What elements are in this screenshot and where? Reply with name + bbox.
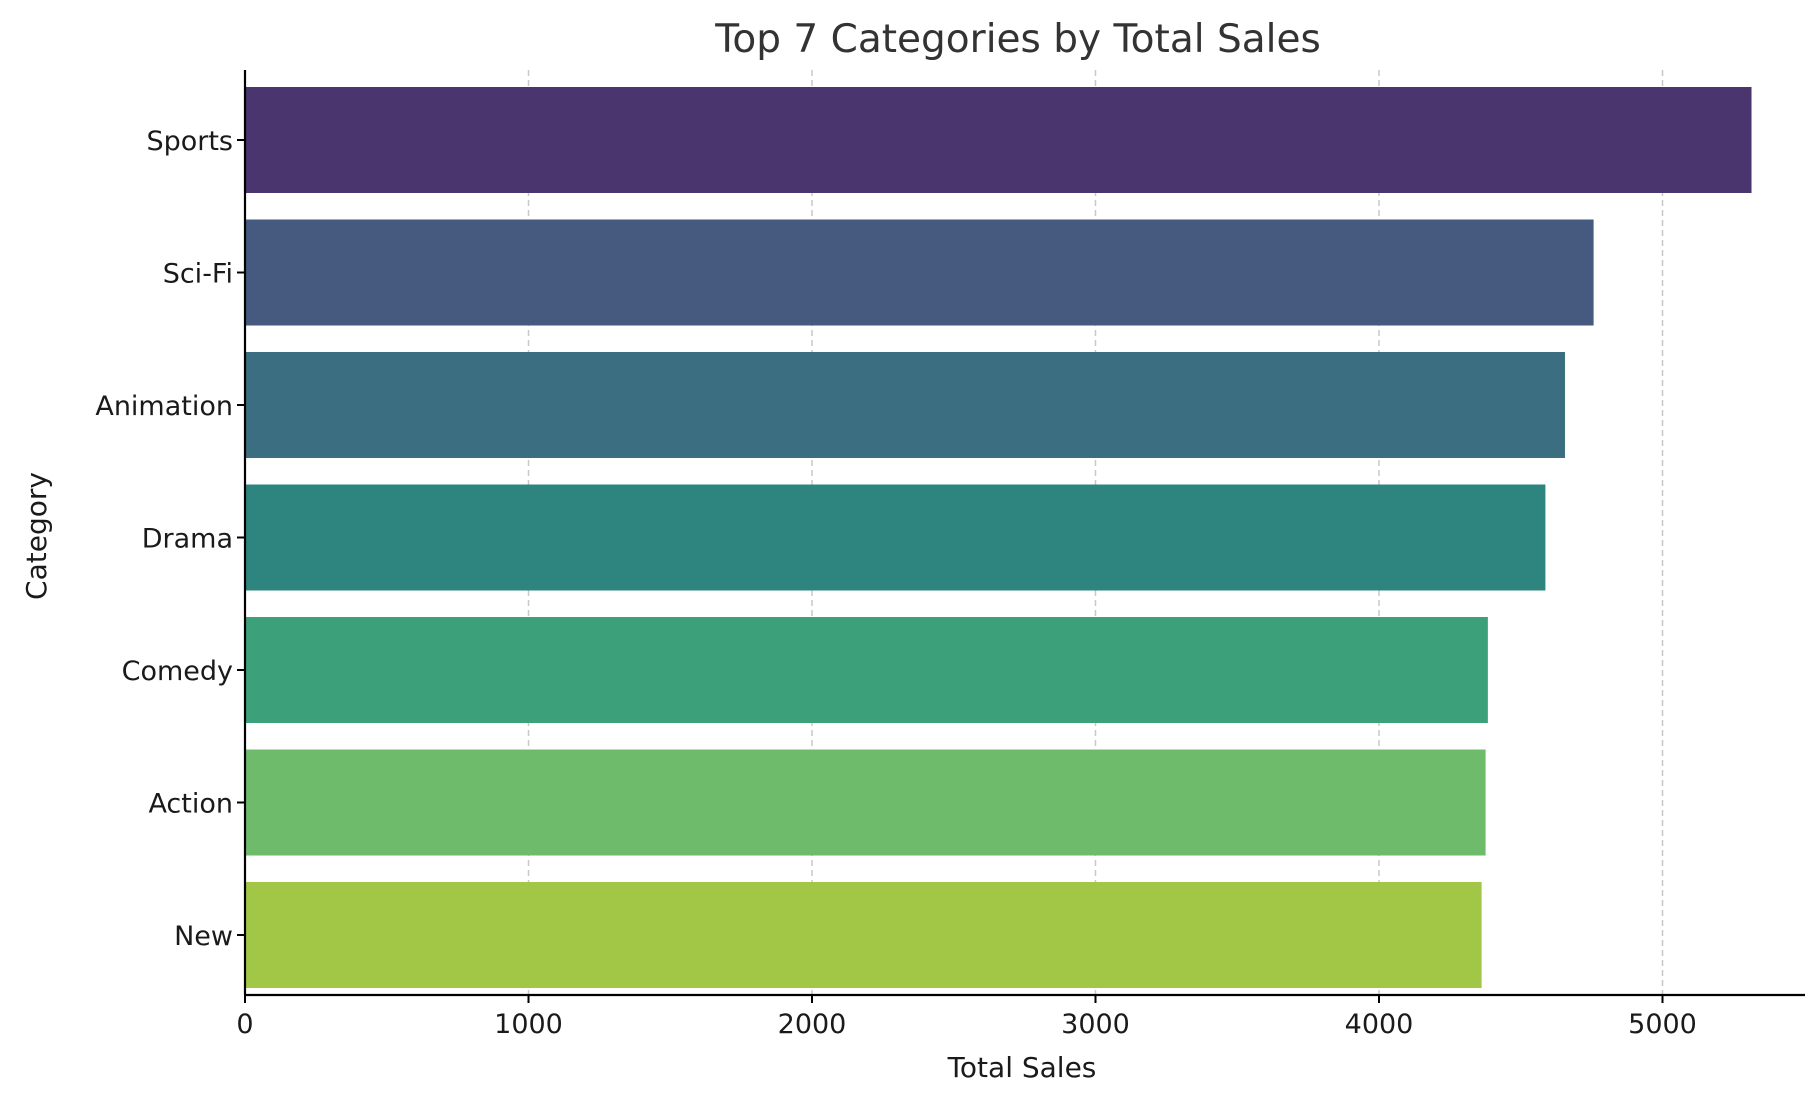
bars [245,87,1752,988]
bar-drama [245,484,1546,591]
bar-comedy [245,617,1488,723]
bar-sci-fi [245,219,1594,326]
y-axis-label: Category [20,472,53,600]
y-tick-label: Animation [95,391,233,422]
y-tick-label: Sports [146,126,233,157]
y-ticks: Sports Sci-Fi Animation Drama Comedy Action Ne… [95,126,245,952]
x-ticks: 0 1000 2000 3000 4000 5000 [236,995,1697,1040]
x-tick-label: 0 [236,1009,253,1040]
y-tick-label: Comedy [122,656,233,687]
bar-new [245,882,1482,988]
x-tick-label: 1000 [494,1009,563,1040]
bar-animation [245,352,1565,458]
x-tick-label: 2000 [778,1009,847,1040]
y-tick-label: Drama [142,524,233,555]
y-tick-label: Action [148,789,233,820]
y-tick-label: New [174,921,233,952]
bar-sports [245,87,1752,193]
chart-title: Top 7 Categories by Total Sales [714,17,1321,62]
x-axis-label: Total Sales [947,1051,1097,1084]
x-tick-label: 3000 [1061,1009,1130,1040]
bar-action [245,749,1486,856]
x-tick-label: 4000 [1345,1009,1414,1040]
y-tick-label: Sci-Fi [163,259,233,290]
x-tick-label: 5000 [1628,1009,1697,1040]
